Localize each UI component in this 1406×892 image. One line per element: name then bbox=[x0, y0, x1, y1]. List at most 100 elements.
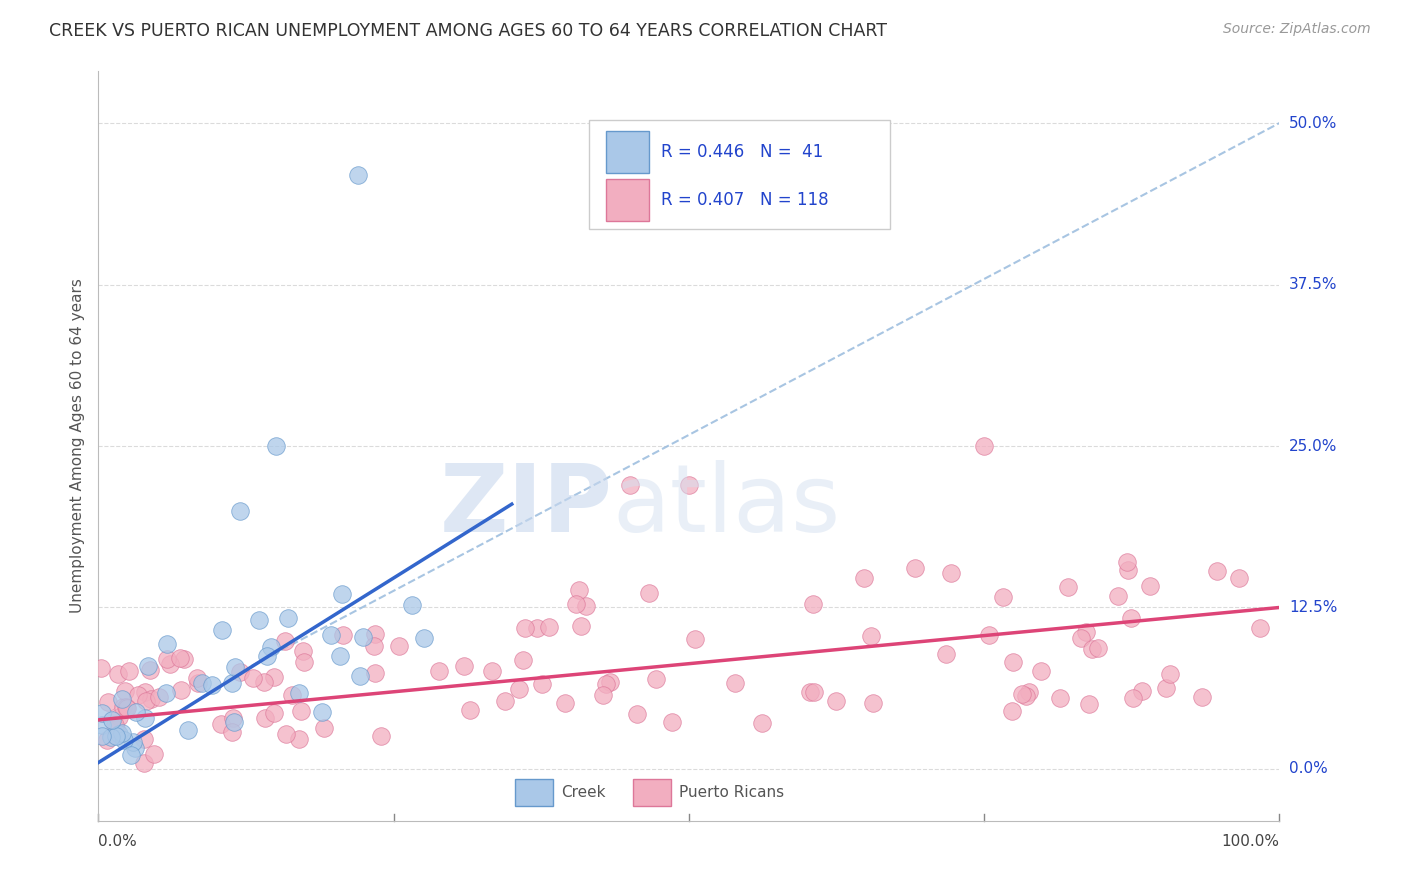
Point bbox=[142, 747, 165, 761]
Point bbox=[645, 672, 668, 686]
Point bbox=[538, 620, 561, 634]
Point bbox=[276, 726, 298, 740]
Point bbox=[291, 643, 314, 657]
Point bbox=[1119, 611, 1142, 625]
Point bbox=[824, 694, 846, 708]
Point bbox=[1227, 571, 1250, 585]
Point bbox=[1139, 579, 1161, 593]
Point bbox=[211, 623, 233, 637]
Text: CREEK VS PUERTO RICAN UNEMPLOYMENT AMONG AGES 60 TO 64 YEARS CORRELATION CHART: CREEK VS PUERTO RICAN UNEMPLOYMENT AMONG… bbox=[49, 22, 887, 40]
Point bbox=[115, 700, 138, 714]
Point bbox=[678, 477, 700, 491]
Point bbox=[1191, 690, 1213, 704]
Text: 50.0%: 50.0% bbox=[1289, 116, 1337, 130]
Point bbox=[290, 704, 312, 718]
Point bbox=[526, 621, 548, 635]
Point bbox=[229, 503, 252, 517]
Text: Puerto Ricans: Puerto Ricans bbox=[679, 785, 785, 799]
Point bbox=[363, 639, 385, 653]
Point bbox=[595, 676, 617, 690]
Point bbox=[1087, 640, 1109, 655]
Point bbox=[139, 663, 162, 677]
Point bbox=[177, 723, 200, 737]
Point bbox=[460, 703, 482, 717]
Point bbox=[201, 678, 224, 692]
Point bbox=[191, 675, 214, 690]
Point bbox=[638, 585, 661, 599]
Point bbox=[148, 690, 170, 705]
Point bbox=[1107, 589, 1129, 603]
Point bbox=[111, 726, 134, 740]
Point bbox=[724, 676, 747, 690]
Point bbox=[136, 659, 159, 673]
FancyBboxPatch shape bbox=[606, 131, 648, 173]
Point bbox=[1156, 681, 1178, 695]
Point bbox=[993, 590, 1015, 604]
Text: 0.0%: 0.0% bbox=[98, 833, 138, 848]
FancyBboxPatch shape bbox=[606, 178, 648, 220]
Point bbox=[107, 666, 129, 681]
Point bbox=[91, 717, 114, 731]
Point bbox=[512, 653, 534, 667]
Text: R = 0.407   N = 118: R = 0.407 N = 118 bbox=[661, 191, 828, 209]
Point bbox=[329, 648, 352, 663]
Point bbox=[799, 684, 821, 698]
Point bbox=[97, 695, 120, 709]
Point bbox=[370, 729, 392, 743]
Point bbox=[1070, 631, 1092, 645]
Point bbox=[973, 439, 995, 453]
Point bbox=[860, 629, 883, 643]
Point bbox=[515, 621, 537, 635]
Point bbox=[114, 699, 136, 714]
Point bbox=[1116, 555, 1139, 569]
Point bbox=[314, 721, 336, 735]
Point bbox=[173, 651, 195, 665]
Point bbox=[1130, 684, 1153, 698]
Point bbox=[1031, 664, 1053, 678]
Point bbox=[105, 729, 128, 743]
Point bbox=[111, 700, 134, 714]
Point bbox=[388, 639, 411, 653]
Point bbox=[96, 733, 118, 747]
Point bbox=[281, 689, 304, 703]
Point bbox=[108, 727, 131, 741]
Y-axis label: Unemployment Among Ages 60 to 64 years: Unemployment Among Ages 60 to 64 years bbox=[69, 278, 84, 614]
Point bbox=[120, 747, 142, 762]
FancyBboxPatch shape bbox=[589, 120, 890, 228]
Point bbox=[904, 561, 927, 575]
Point bbox=[427, 664, 450, 678]
Point bbox=[599, 675, 621, 690]
Point bbox=[90, 729, 112, 743]
Point bbox=[1001, 704, 1024, 718]
Point bbox=[124, 740, 146, 755]
Point bbox=[273, 634, 295, 648]
Point bbox=[222, 714, 245, 729]
Point bbox=[683, 632, 706, 646]
Point bbox=[939, 566, 962, 580]
Point bbox=[224, 660, 246, 674]
Point bbox=[121, 734, 143, 748]
Point bbox=[118, 664, 141, 678]
Point bbox=[263, 706, 285, 721]
Point bbox=[565, 597, 588, 611]
Point bbox=[349, 669, 371, 683]
Text: ZIP: ZIP bbox=[439, 460, 612, 552]
Text: 100.0%: 100.0% bbox=[1222, 833, 1279, 848]
Point bbox=[1002, 655, 1025, 669]
Point bbox=[159, 657, 181, 672]
Point bbox=[134, 732, 156, 747]
Point bbox=[104, 718, 127, 732]
Point bbox=[134, 756, 156, 770]
Text: 25.0%: 25.0% bbox=[1289, 439, 1337, 453]
Point bbox=[1118, 563, 1140, 577]
Point bbox=[332, 628, 354, 642]
Point bbox=[105, 723, 128, 737]
Text: 37.5%: 37.5% bbox=[1289, 277, 1337, 292]
Point bbox=[170, 683, 193, 698]
Point bbox=[803, 685, 825, 699]
Point bbox=[287, 732, 309, 747]
Point bbox=[481, 664, 503, 678]
Point bbox=[209, 716, 232, 731]
Point bbox=[288, 686, 311, 700]
Point bbox=[134, 685, 156, 699]
